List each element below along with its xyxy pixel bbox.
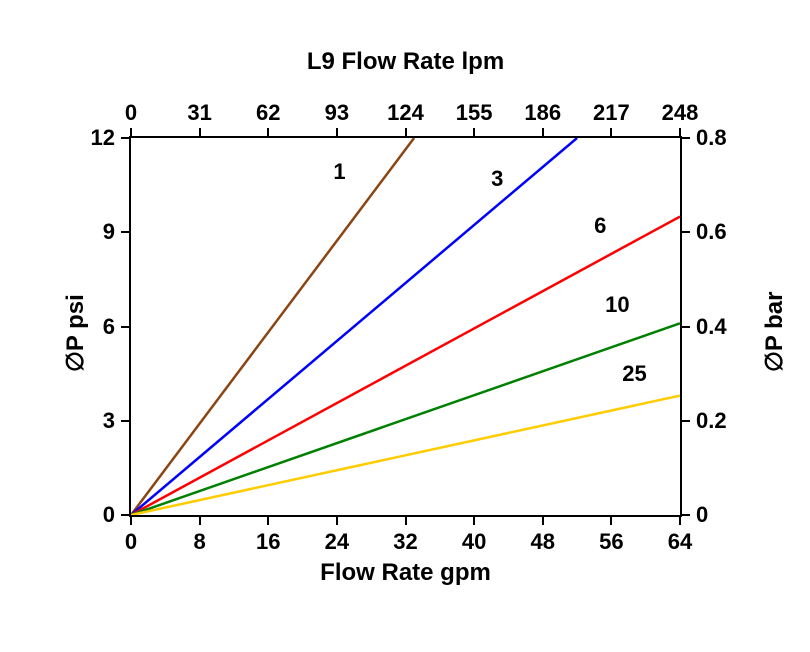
series-label-1: 1	[333, 159, 345, 185]
x-top-tick-label: 124	[387, 100, 424, 126]
plot-area	[131, 138, 680, 515]
y-right-tick-label: 0.6	[696, 219, 727, 245]
x-top-tick-label: 0	[125, 100, 137, 126]
x-bottom-tick-label: 0	[125, 529, 137, 555]
y-axis-title-left: ∅P psi	[61, 294, 90, 372]
chart-root: L9 Flow Rate lpm0816243240485664Flow Rat…	[0, 0, 810, 652]
x-top-tick	[336, 128, 338, 138]
x-top-tick-label: 93	[325, 100, 349, 126]
x-bottom-tick-label: 56	[599, 529, 623, 555]
y-left-tick-label: 0	[103, 502, 115, 528]
x-bottom-tick-label: 8	[194, 529, 206, 555]
x-axis-title-bottom: Flow Rate gpm	[320, 559, 491, 587]
x-bottom-tick	[199, 515, 201, 525]
x-bottom-tick	[679, 515, 681, 525]
x-top-tick	[405, 128, 407, 138]
x-bottom-tick	[610, 515, 612, 525]
y-left-tick-label: 6	[103, 314, 115, 340]
y-right-tick-label: 0.4	[696, 314, 727, 340]
x-top-tick-label: 217	[593, 100, 630, 126]
y-right-tick	[680, 514, 690, 516]
series-label-25: 25	[622, 361, 646, 387]
x-bottom-tick	[405, 515, 407, 525]
x-bottom-tick-label: 48	[531, 529, 555, 555]
x-bottom-tick-label: 64	[668, 529, 692, 555]
x-bottom-tick	[130, 515, 132, 525]
x-bottom-tick-label: 32	[393, 529, 417, 555]
x-bottom-tick-label: 24	[325, 529, 349, 555]
x-top-tick	[267, 128, 269, 138]
y-left-tick-label: 9	[103, 219, 115, 245]
x-top-tick-label: 31	[187, 100, 211, 126]
x-bottom-tick	[542, 515, 544, 525]
y-left-tick-label: 3	[103, 408, 115, 434]
y-right-tick-label: 0.8	[696, 125, 727, 151]
x-top-tick-label: 186	[524, 100, 561, 126]
x-bottom-tick	[336, 515, 338, 525]
x-top-tick	[542, 128, 544, 138]
x-bottom-tick-label: 40	[462, 529, 486, 555]
x-bottom-tick	[473, 515, 475, 525]
y-axis-title-right: ∅P bar	[760, 291, 789, 372]
x-top-tick	[610, 128, 612, 138]
y-right-tick-label: 0.2	[696, 408, 727, 434]
x-top-tick-label: 248	[662, 100, 699, 126]
y-right-tick-label: 0	[696, 502, 708, 528]
y-right-tick	[680, 137, 690, 139]
series-label-10: 10	[605, 292, 629, 318]
y-left-tick	[121, 326, 131, 328]
y-right-tick	[680, 420, 690, 422]
y-right-tick	[680, 326, 690, 328]
series-label-6: 6	[594, 213, 606, 239]
y-left-tick	[121, 514, 131, 516]
y-left-tick	[121, 231, 131, 233]
x-top-tick	[199, 128, 201, 138]
x-top-tick-label: 62	[256, 100, 280, 126]
series-label-3: 3	[491, 166, 503, 192]
x-top-tick-label: 155	[456, 100, 493, 126]
y-left-tick	[121, 420, 131, 422]
y-left-tick	[121, 137, 131, 139]
x-top-tick	[473, 128, 475, 138]
x-bottom-tick	[267, 515, 269, 525]
chart-title: L9 Flow Rate lpm	[307, 48, 504, 76]
y-right-tick	[680, 231, 690, 233]
x-bottom-tick-label: 16	[256, 529, 280, 555]
y-left-tick-label: 12	[91, 125, 115, 151]
